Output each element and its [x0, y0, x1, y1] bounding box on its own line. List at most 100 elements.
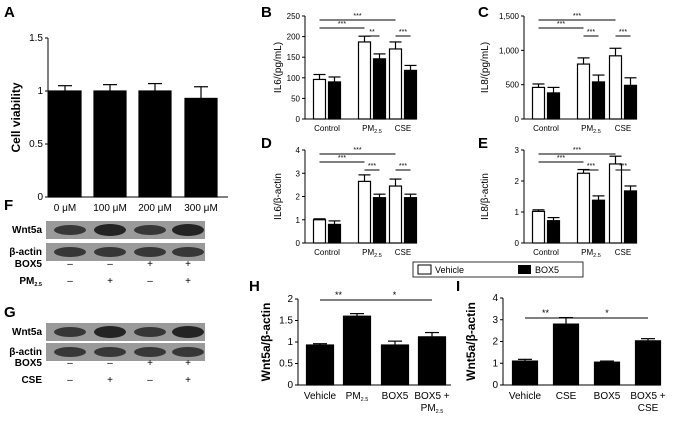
- significance-label-d: ***: [353, 147, 361, 154]
- y-tick-label-b: 250: [287, 12, 301, 21]
- blot-treatment-mark-g: +: [185, 358, 191, 369]
- blot-band-g: [134, 347, 166, 357]
- blot-band-g: [134, 327, 166, 337]
- blot-treatment-mark-g: +: [185, 375, 191, 386]
- x-tick-label-e: Control: [533, 248, 559, 257]
- legend-vehicle-label: Vehicle: [435, 265, 464, 275]
- x-tick-label-h: Vehicle: [304, 391, 337, 402]
- bar-e-vehicle-0: [531, 210, 546, 244]
- bar-a-3: [184, 97, 218, 198]
- y-axis-title-h: Wnt5a/β-actin: [259, 303, 273, 382]
- bar-h-3: [417, 336, 447, 386]
- bar-e-vehicle-2: [608, 163, 623, 244]
- x-tick-label-h: BOX5 +: [414, 391, 449, 402]
- x-tick-label-b: Control: [314, 124, 340, 133]
- significance-label-c: ***: [587, 29, 595, 36]
- panel-label-b: B: [261, 4, 272, 21]
- blot-band-g: [54, 347, 86, 357]
- bar-h-2: [380, 344, 410, 386]
- y-axis-title-a: Cell viability: [9, 82, 23, 152]
- significance-label-b: **: [369, 29, 375, 36]
- bar-c-vehicle-0: [531, 86, 546, 120]
- legend: Vehicle BOX5: [412, 261, 584, 278]
- significance-label-c: ***: [573, 13, 581, 20]
- x-tick-label-d: CSE: [395, 248, 411, 257]
- chart-d: 0 1 2 3 4 IL6/β-actin Control PM2.5 CSE *** *** ***…: [273, 146, 418, 259]
- x-tick-label-d: PM2.5: [362, 248, 382, 259]
- bar-h-1: [342, 315, 372, 386]
- x-tick-label-c: Control: [533, 124, 559, 133]
- x-tick-label-h: PM2.5: [346, 391, 369, 403]
- chart-h: 0 0.5 1 1.5 2 Wnt5a/β-actin Vehicle PM2.5 BOX5 BO…: [259, 290, 451, 415]
- x-tick-label-i: CSE: [638, 403, 659, 414]
- blot-treatment-mark-g: +: [107, 375, 113, 386]
- bar-b-box5-0: [327, 81, 342, 120]
- blot-band-f: [172, 224, 204, 236]
- bar-d-vehicle-0: [312, 219, 327, 244]
- panel-label-f: F: [4, 197, 13, 214]
- blot-treatment-mark-g: +: [147, 358, 153, 369]
- y-tick-label-i: 3: [492, 315, 498, 326]
- bar-b-vehicle-2: [388, 48, 403, 120]
- bar-c-box5-0: [546, 92, 561, 120]
- y-tick-label-b: 150: [287, 53, 301, 62]
- blot-band-g: [94, 347, 126, 357]
- blot-row-label-f: Wnt5a: [12, 225, 42, 236]
- blot-treatment-label-g: BOX5: [15, 358, 43, 369]
- significance-label-h: *: [393, 290, 397, 300]
- bar-d-vehicle-2: [388, 185, 403, 244]
- blot-band-g: [94, 326, 126, 338]
- y-tick-label-d: 0: [296, 239, 301, 248]
- significance-label-e: ***: [587, 163, 595, 170]
- y-tick-label-d: 1: [296, 216, 301, 225]
- blot-band-f: [54, 225, 86, 235]
- y-tick-label-e: 1: [515, 208, 520, 217]
- bar-d-vehicle-1: [357, 180, 372, 244]
- blot-treatment-mark-f: +: [147, 259, 153, 270]
- chart-a: 0 0.5 1 1.5 Cell viability 0 μM 100 μM 200 μM 30…: [9, 33, 228, 214]
- bar-d-box5-1: [372, 197, 387, 244]
- x-tick-label-i: BOX5 +: [630, 391, 665, 402]
- x-tick-label-i: BOX5: [594, 391, 621, 402]
- blot-treatment-mark-f: +: [107, 276, 113, 287]
- blot-treatment-label-g: CSE: [21, 375, 42, 386]
- blot-row-label-f: β-actin: [9, 247, 42, 258]
- blot-row-label-g: β-actin: [9, 347, 42, 358]
- blot-treatment-mark-g: –: [67, 358, 73, 369]
- blot-treatment-mark-g: –: [107, 358, 113, 369]
- bar-i-0: [511, 360, 539, 386]
- y-tick-label-a: 1.5: [29, 33, 43, 44]
- x-tick-label-d: Control: [314, 248, 340, 257]
- bar-d-box5-2: [403, 197, 418, 244]
- legend-vehicle-swatch: [417, 264, 432, 275]
- bar-e-box5-2: [623, 190, 638, 244]
- panel-label-i: I: [456, 278, 460, 295]
- x-tick-label-h: PM2.5: [421, 403, 444, 415]
- blot-treatment-mark-g: –: [147, 375, 153, 386]
- bar-e-box5-0: [546, 220, 561, 244]
- y-tick-label-c: 1,000: [499, 46, 520, 55]
- y-tick-label-b: 200: [287, 33, 301, 42]
- y-tick-label-i: 0: [492, 380, 498, 391]
- panel-label-a: A: [4, 4, 15, 21]
- x-tick-label-c: PM2.5: [581, 124, 601, 135]
- bar-e-vehicle-1: [576, 172, 591, 244]
- bar-c-vehicle-2: [608, 55, 623, 120]
- x-tick-label-e: CSE: [615, 248, 631, 257]
- y-tick-label-e: 0: [515, 239, 520, 248]
- significance-label-i: *: [605, 308, 609, 318]
- blot-band-f: [134, 247, 166, 257]
- x-tick-label-a: 100 μM: [93, 203, 127, 214]
- bar-a-2: [138, 90, 172, 198]
- bar-b-vehicle-0: [312, 78, 327, 120]
- bar-h-0: [305, 344, 335, 386]
- y-tick-label-b: 50: [291, 94, 300, 103]
- x-tick-label-e: PM2.5: [581, 248, 601, 259]
- chart-b: 0 50 100 150 200 250 IL6/(pg/mL) Control PM2.5 CS…: [273, 12, 418, 135]
- legend-box5-label: BOX5: [535, 265, 559, 275]
- y-tick-label-c: 0: [515, 115, 520, 124]
- y-tick-label-d: 4: [296, 146, 301, 155]
